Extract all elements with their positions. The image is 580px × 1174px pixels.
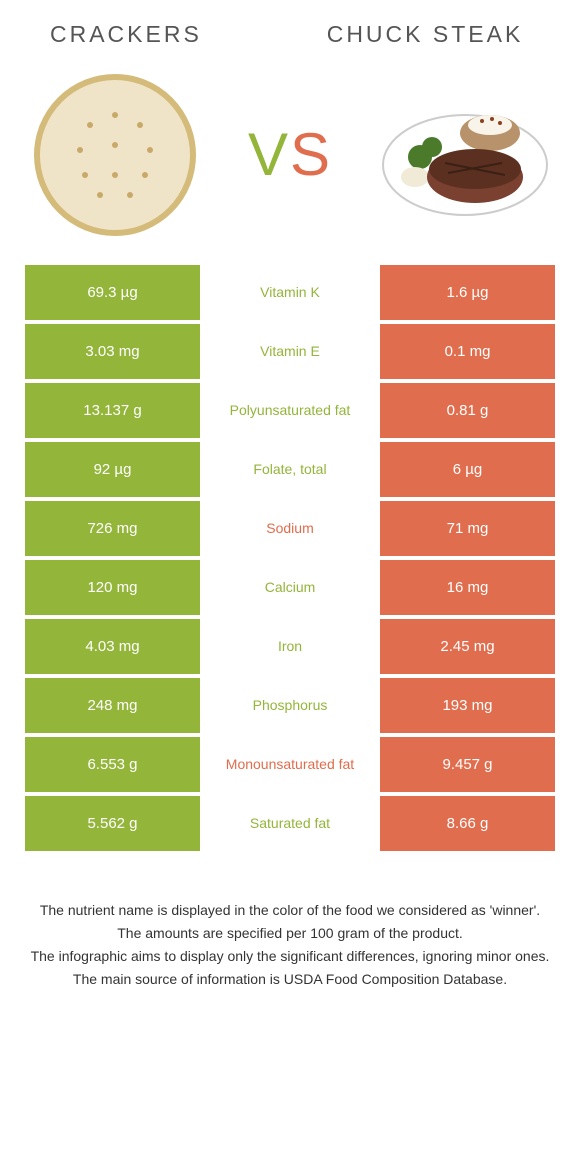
table-row: 69.3 µgVitamin K1.6 µg: [25, 265, 555, 320]
right-food-title: Chuck Steak: [300, 20, 550, 50]
right-value: 2.45 mg: [380, 619, 555, 674]
left-food-title: Crackers: [30, 21, 300, 48]
nutrient-label: Vitamin K: [200, 265, 380, 320]
vs-label: VS: [248, 120, 332, 189]
footer-line: The infographic aims to display only the…: [30, 946, 550, 967]
right-value: 8.66 g: [380, 796, 555, 851]
left-value: 6.553 g: [25, 737, 200, 792]
nutrient-label: Calcium: [200, 560, 380, 615]
left-value: 5.562 g: [25, 796, 200, 851]
table-row: 120 mgCalcium16 mg: [25, 560, 555, 615]
footer-line: The nutrient name is displayed in the co…: [30, 900, 550, 921]
comparison-table: 69.3 µgVitamin K1.6 µg3.03 mgVitamin E0.…: [0, 265, 580, 851]
left-value: 726 mg: [25, 501, 200, 556]
right-value: 1.6 µg: [380, 265, 555, 320]
right-value: 6 µg: [380, 442, 555, 497]
footer-line: The main source of information is USDA F…: [30, 969, 550, 990]
left-value: 120 mg: [25, 560, 200, 615]
nutrient-label: Sodium: [200, 501, 380, 556]
nutrient-label: Monounsaturated fat: [200, 737, 380, 792]
left-value: 92 µg: [25, 442, 200, 497]
steak-icon: [380, 70, 550, 240]
right-value: 0.81 g: [380, 383, 555, 438]
left-value: 3.03 mg: [25, 324, 200, 379]
footer-notes: The nutrient name is displayed in the co…: [0, 855, 580, 990]
table-row: 6.553 gMonounsaturated fat9.457 g: [25, 737, 555, 792]
footer-line: The amounts are specified per 100 gram o…: [30, 923, 550, 944]
left-value: 69.3 µg: [25, 265, 200, 320]
right-value: 16 mg: [380, 560, 555, 615]
table-row: 92 µgFolate, total6 µg: [25, 442, 555, 497]
header: Crackers Chuck Steak: [0, 0, 580, 60]
table-row: 5.562 gSaturated fat8.66 g: [25, 796, 555, 851]
table-row: 3.03 mgVitamin E0.1 mg: [25, 324, 555, 379]
nutrient-label: Polyunsaturated fat: [200, 383, 380, 438]
table-row: 13.137 gPolyunsaturated fat0.81 g: [25, 383, 555, 438]
right-value: 9.457 g: [380, 737, 555, 792]
left-value: 4.03 mg: [25, 619, 200, 674]
right-value: 71 mg: [380, 501, 555, 556]
nutrient-label: Vitamin E: [200, 324, 380, 379]
nutrient-label: Saturated fat: [200, 796, 380, 851]
nutrient-label: Phosphorus: [200, 678, 380, 733]
nutrient-label: Folate, total: [200, 442, 380, 497]
table-row: 726 mgSodium71 mg: [25, 501, 555, 556]
table-row: 4.03 mgIron2.45 mg: [25, 619, 555, 674]
table-row: 248 mgPhosphorus193 mg: [25, 678, 555, 733]
cracker-icon: [30, 70, 200, 240]
left-value: 13.137 g: [25, 383, 200, 438]
left-value: 248 mg: [25, 678, 200, 733]
nutrient-label: Iron: [200, 619, 380, 674]
image-row: VS: [0, 60, 580, 265]
right-value: 0.1 mg: [380, 324, 555, 379]
right-value: 193 mg: [380, 678, 555, 733]
